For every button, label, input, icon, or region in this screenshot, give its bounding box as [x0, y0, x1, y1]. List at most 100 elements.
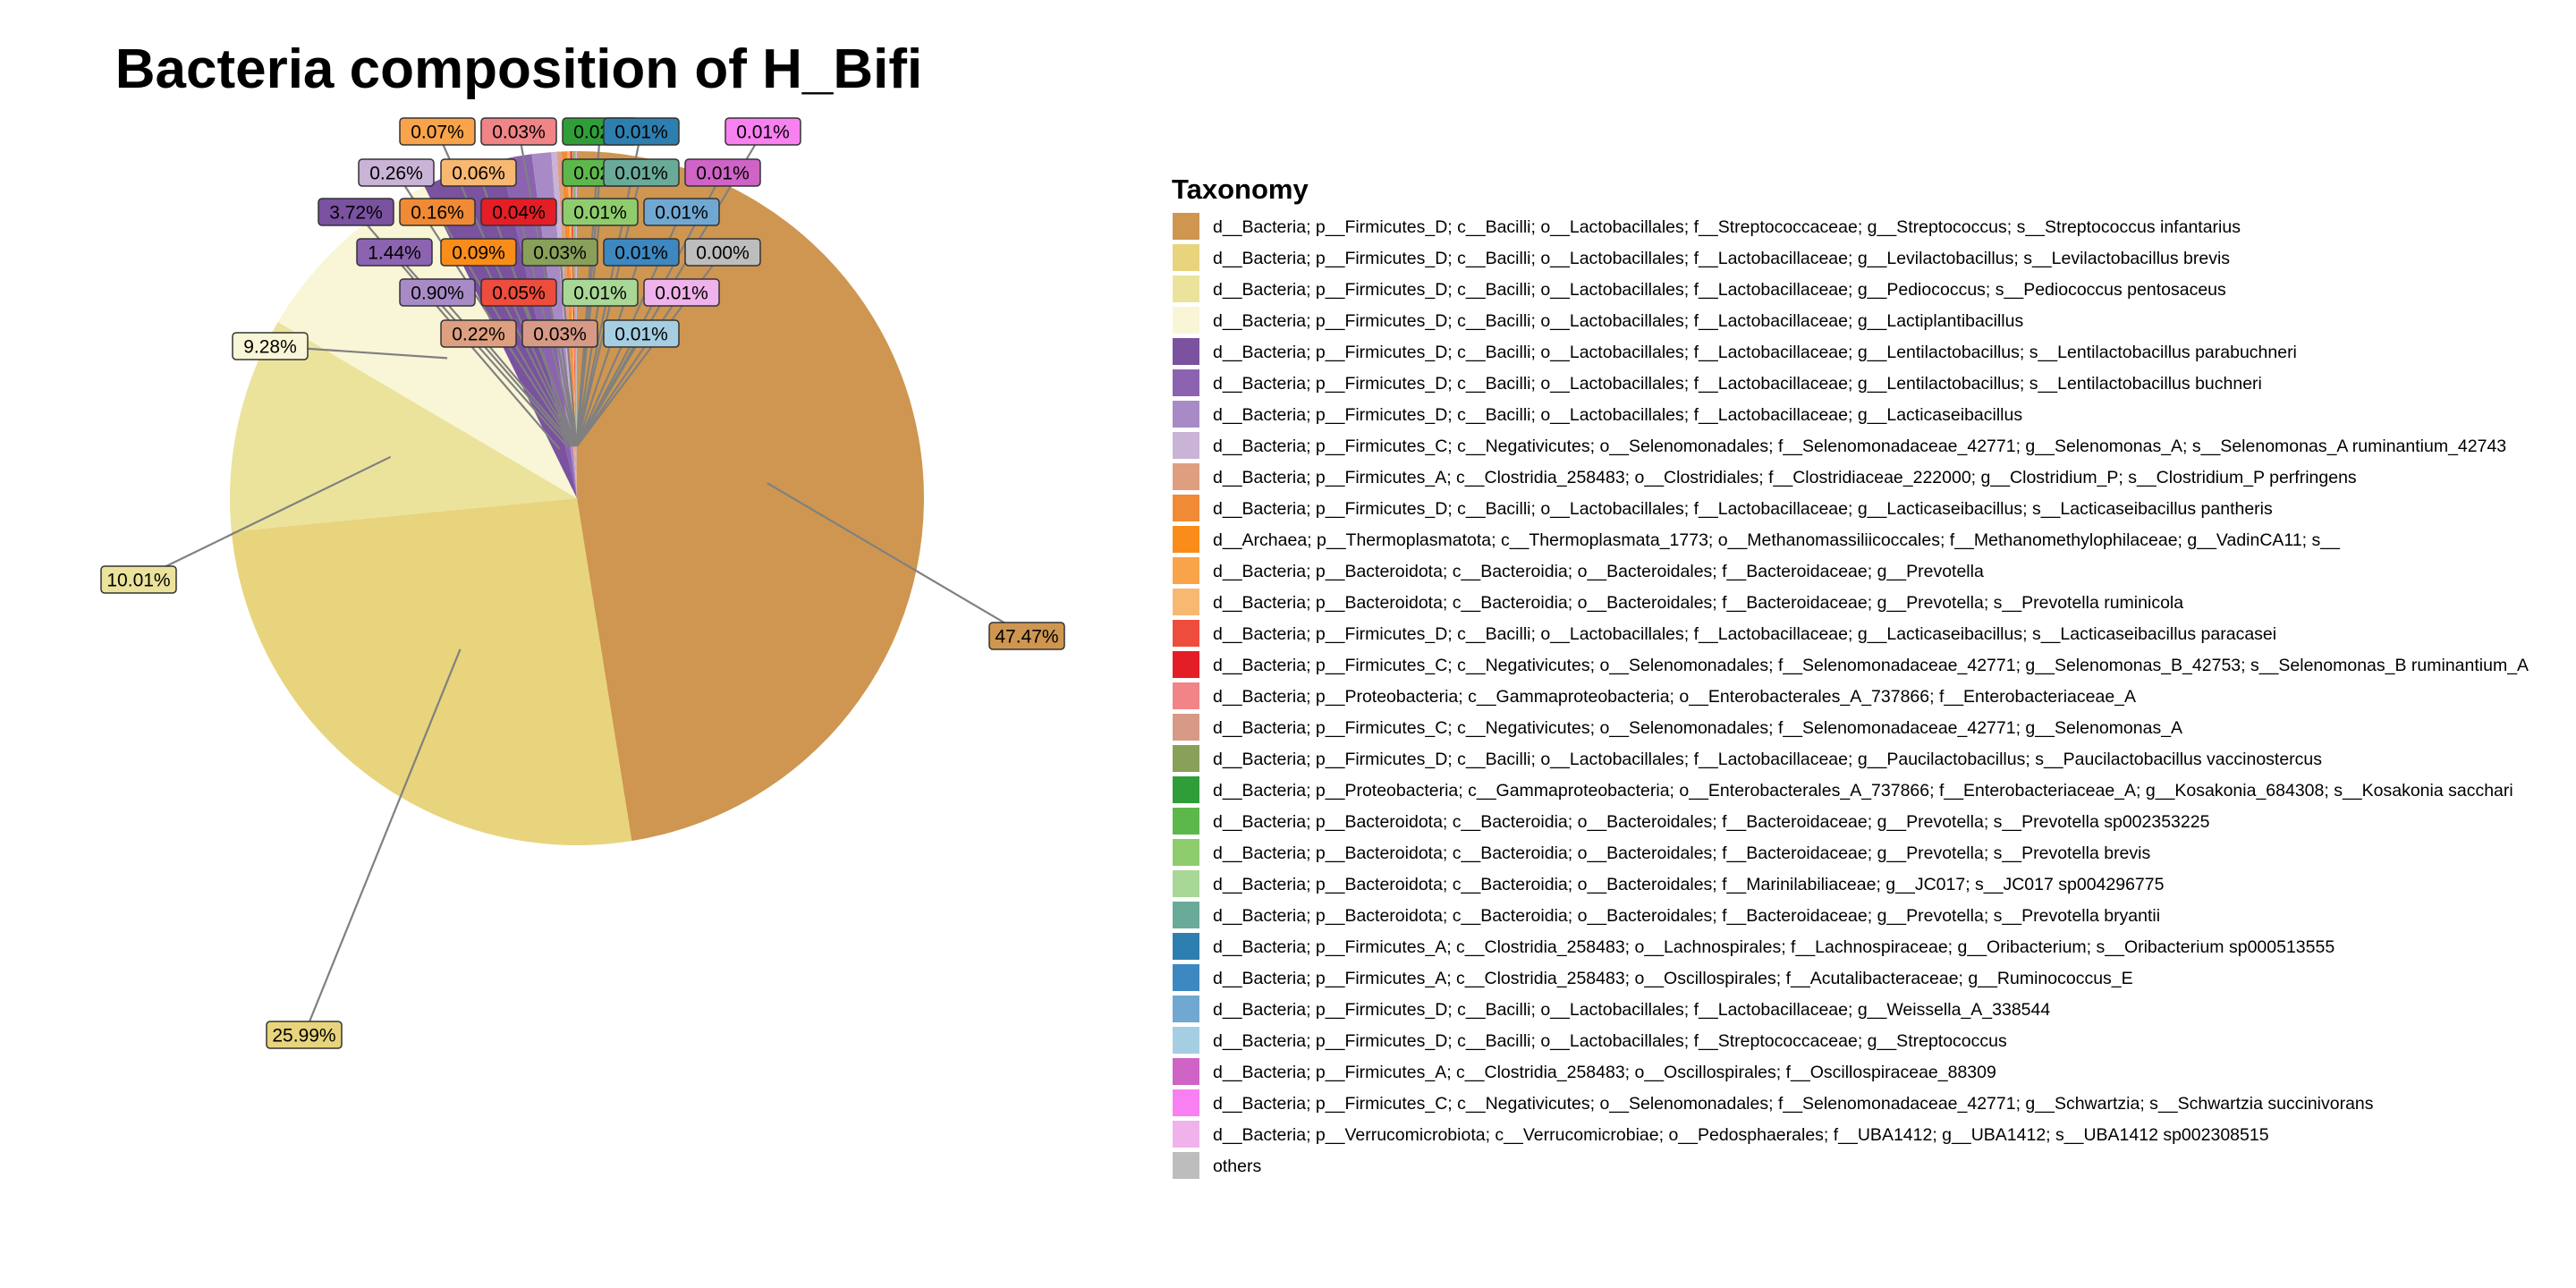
percentage-label: 0.01% [614, 164, 668, 184]
percentage-label: 0.01% [655, 203, 708, 224]
legend-label: d__Bacteria; p__Firmicutes_D; c__Bacilli… [1213, 624, 2276, 644]
legend-label: d__Bacteria; p__Firmicutes_D; c__Bacilli… [1213, 750, 2322, 769]
legend-swatch [1173, 620, 1199, 647]
percentage-label: 0.00% [696, 243, 750, 264]
percentage-label: 0.16% [411, 203, 464, 224]
legend-label: d__Bacteria; p__Bacteroidota; c__Bactero… [1213, 593, 2183, 613]
leader-line [575, 292, 602, 446]
legend-label: d__Bacteria; p__Firmicutes_C; c__Negativ… [1213, 718, 2182, 738]
percentage-label-box [643, 278, 720, 307]
legend-label: d__Bacteria; p__Proteobacteria; c__Gamma… [1213, 687, 2136, 707]
legend-label: d__Bacteria; p__Firmicutes_D; c__Bacilli… [1213, 249, 2230, 268]
percentage-label-box [480, 198, 557, 226]
percentage-label-box [603, 238, 680, 267]
percentage-label: 0.03% [492, 123, 546, 143]
legend-label: d__Bacteria; p__Firmicutes_C; c__Negativ… [1213, 656, 2529, 675]
legend-swatch [1173, 714, 1199, 741]
percentage-label-box [480, 117, 557, 146]
percentage-label: 0.06% [452, 164, 505, 184]
legend-label: d__Bacteria; p__Firmicutes_C; c__Negativ… [1213, 1094, 2374, 1114]
legend-swatch [1173, 589, 1199, 615]
percentage-label: 0.26% [369, 164, 423, 184]
legend-label: d__Bacteria; p__Firmicutes_D; c__Bacilli… [1213, 311, 2023, 331]
percentage-labels: 47.47% 25.99% 10.01% 9.28% 3.72% 1.44% 0.90% 0.… [100, 117, 1065, 1049]
legend-swatch [1173, 244, 1199, 271]
legend-label: d__Bacteria; p__Bacteroidota; c__Bactero… [1213, 875, 2165, 894]
legend-swatch [1173, 1152, 1199, 1179]
percentage-label-box [232, 332, 309, 360]
legend: Taxonomy d__Bacteria; p__Firmicutes_D; c… [1172, 174, 2529, 1179]
percentage-label: 0.01% [614, 123, 668, 143]
percentage-label: 0.07% [411, 123, 464, 143]
pie-slice [574, 151, 577, 499]
legend-label: d__Bacteria; p__Firmicutes_A; c__Clostri… [1213, 937, 2334, 957]
legend-label: d__Bacteria; p__Firmicutes_C; c__Negativ… [1213, 436, 2506, 456]
legend-swatch [1173, 275, 1199, 302]
leader-line [436, 292, 572, 447]
percentage-label-box [480, 278, 557, 307]
leader-line [302, 648, 462, 1036]
percentage-label: 0.01% [573, 203, 627, 224]
legend-swatch [1173, 432, 1199, 459]
percentage-label-box [603, 158, 680, 187]
percentage-label: 0.03% [533, 325, 587, 345]
pie-slice [230, 321, 577, 532]
legend-swatch [1173, 1058, 1199, 1085]
percentage-label-box [684, 238, 761, 267]
percentage-label: 47.47% [995, 627, 1058, 648]
legend-swatch [1173, 369, 1199, 396]
percentage-label-box [440, 319, 517, 348]
legend-swatch [1173, 808, 1199, 835]
legend-swatch [1173, 526, 1199, 553]
legend-swatch [1173, 495, 1199, 521]
legend-label: d__Bacteria; p__Bacteroidota; c__Bactero… [1213, 843, 2150, 863]
legend-swatch [1173, 651, 1199, 678]
percentage-label: 25.99% [272, 1026, 335, 1046]
percentage-label-box [521, 319, 598, 348]
legend-swatch [1173, 1027, 1199, 1054]
legend-swatch [1173, 870, 1199, 897]
legend-label: d__Bacteria; p__Bacteroidota; c__Bactero… [1213, 906, 2160, 926]
percentage-label-box [100, 565, 177, 594]
legend-swatch [1173, 307, 1199, 334]
percentage-label-box [521, 238, 598, 267]
percentage-label: 0.01% [573, 284, 627, 304]
legend-label: d__Bacteria; p__Bacteroidota; c__Bactero… [1213, 562, 1984, 581]
percentage-label-box [643, 198, 720, 226]
percentage-label: 0.05% [492, 284, 546, 304]
percentage-label: 9.28% [243, 337, 297, 358]
percentage-label-box [562, 198, 639, 226]
percentage-label-box [358, 158, 435, 187]
legend-label: d__Bacteria; p__Firmicutes_D; c__Bacilli… [1213, 217, 2241, 237]
percentage-label-box [684, 158, 761, 187]
percentage-label: 0.01% [696, 164, 750, 184]
percentage-label: 0.22% [452, 325, 505, 345]
legend-label: d__Bacteria; p__Firmicutes_A; c__Clostri… [1213, 468, 2357, 487]
percentage-label: 0.90% [411, 284, 464, 304]
legend-label: d__Bacteria; p__Firmicutes_D; c__Bacilli… [1213, 405, 2022, 425]
pie-slice [231, 498, 632, 845]
legend-label: d__Bacteria; p__Firmicutes_A; c__Clostri… [1213, 969, 2133, 988]
percentage-label-box [603, 319, 680, 348]
percentage-label: 0.01% [655, 284, 708, 304]
percentage-label: 0.01% [614, 243, 668, 264]
percentage-label-box [399, 278, 476, 307]
legend-title: Taxonomy [1172, 174, 1309, 205]
leader-line [576, 292, 682, 447]
legend-label: d__Bacteria; p__Firmicutes_D; c__Bacilli… [1213, 1000, 2050, 1020]
percentage-label: 0.04% [492, 203, 546, 224]
legend-swatch [1173, 776, 1199, 803]
legend-swatch [1173, 401, 1199, 428]
percentage-label-box [562, 278, 639, 307]
leader-line [517, 292, 577, 447]
leader-line [138, 455, 392, 580]
percentage-label: 0.01% [736, 123, 790, 143]
percentage-label: 10.01% [106, 571, 170, 591]
legend-swatch [1173, 933, 1199, 960]
legend-label: d__Bacteria; p__Firmicutes_D; c__Bacilli… [1213, 499, 2273, 519]
legend-swatch [1173, 839, 1199, 866]
legend-label: d__Bacteria; p__Firmicutes_A; c__Clostri… [1213, 1063, 1996, 1082]
legend-swatch [1173, 745, 1199, 772]
legend-swatch [1173, 213, 1199, 240]
percentage-label-box [440, 238, 517, 267]
